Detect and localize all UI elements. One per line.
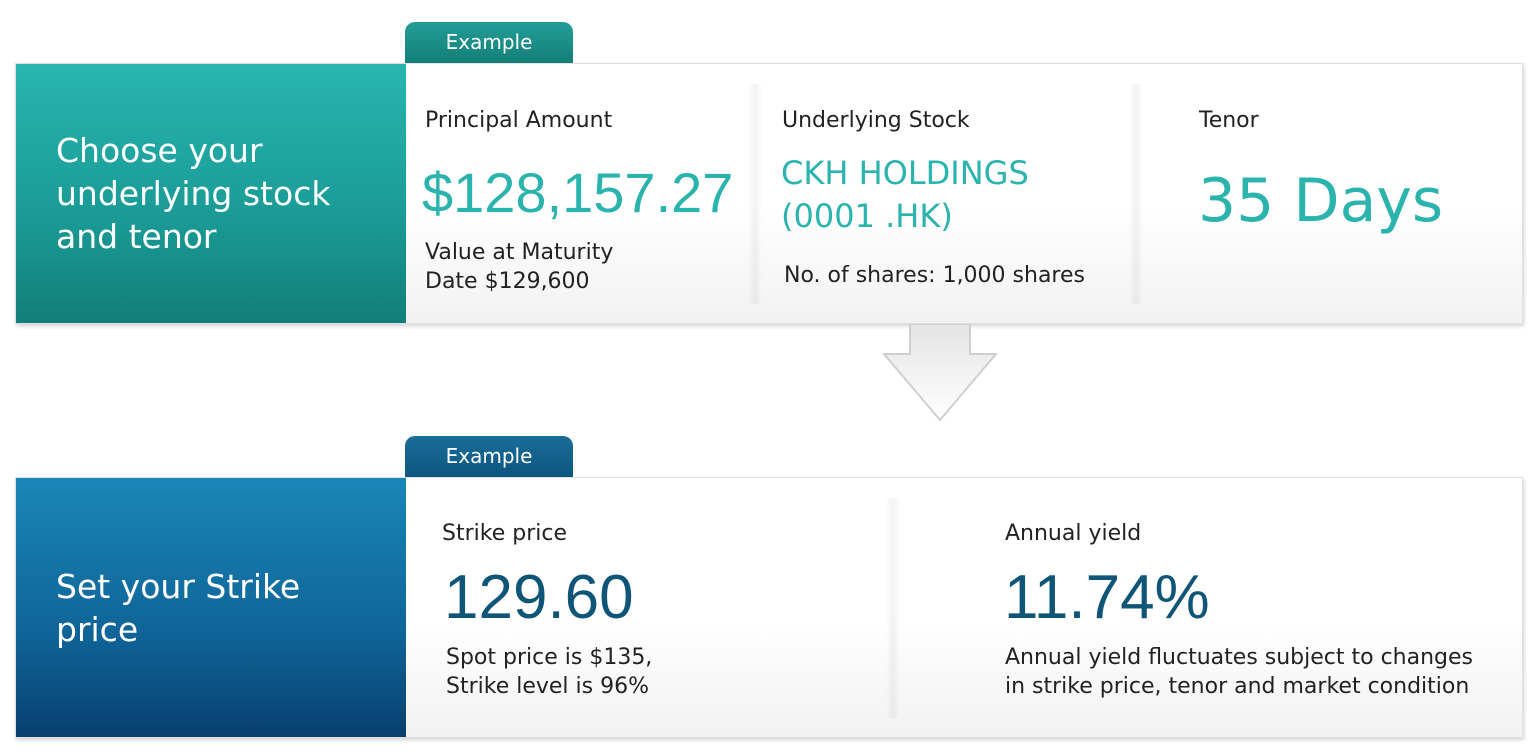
down-arrow-icon: [881, 324, 999, 422]
spot-price-note: Spot price is $135, Strike level is 96%: [446, 643, 652, 701]
step1-heading-panel: Choose your underlying stock and tenor: [16, 64, 406, 323]
yield-note: Annual yield fluctuates subject to chang…: [1005, 643, 1473, 701]
shares-note: No. of shares: 1,000 shares: [784, 263, 1085, 288]
step1-card: Choose your underlying stock and tenor P…: [15, 63, 1523, 324]
column-divider: [886, 498, 900, 718]
step2-heading-line: price: [56, 609, 139, 649]
step2-heading: Set your Strike price: [56, 565, 300, 651]
spot-note-line: Spot price is $135,: [446, 645, 653, 670]
tenor-label: Tenor: [1199, 108, 1259, 133]
tenor-value: 35 Days: [1198, 166, 1444, 236]
step1-heading-line: underlying stock: [56, 174, 331, 213]
maturity-value-note: Value at Maturity Date $129,600: [425, 238, 613, 296]
principal-amount-label: Principal Amount: [425, 108, 613, 133]
annual-yield-value: 11.74%: [1004, 563, 1210, 632]
step1-heading: Choose your underlying stock and tenor: [56, 129, 330, 258]
step1-heading-line: Choose your: [56, 131, 263, 170]
step2-heading-panel: Set your Strike price: [16, 478, 406, 737]
maturity-note-line: Date $129,600: [425, 269, 590, 294]
yield-note-line: Annual yield fluctuates subject to chang…: [1005, 645, 1474, 670]
example-tab-label: Example: [445, 444, 533, 468]
example-tab-step2: Example: [405, 436, 573, 478]
column-divider: [1129, 84, 1143, 304]
stock-name-line: CKH HOLDINGS: [781, 154, 1029, 192]
step1-details-panel: Principal Amount $128,157.27 Value at Ma…: [406, 64, 1522, 323]
example-tab-step1: Example: [405, 22, 573, 64]
principal-amount-value: $128,157.27: [422, 161, 734, 224]
step2-details-panel: Strike price 129.60 Spot price is $135, …: [406, 478, 1522, 737]
yield-note-line: in strike price, tenor and market condit…: [1005, 674, 1470, 699]
strike-price-value: 129.60: [444, 563, 634, 632]
column-divider: [748, 84, 762, 304]
spot-note-line: Strike level is 96%: [446, 674, 650, 699]
maturity-note-line: Value at Maturity: [425, 240, 614, 265]
annual-yield-label: Annual yield: [1005, 521, 1142, 546]
underlying-stock-label: Underlying Stock: [782, 108, 970, 133]
step2-heading-line: Set your Strike: [56, 566, 301, 606]
example-tab-label: Example: [445, 30, 533, 54]
underlying-stock-value: CKH HOLDINGS (0001 .HK): [781, 152, 1029, 238]
strike-price-label: Strike price: [442, 521, 567, 546]
stock-name-line: (0001 .HK): [781, 197, 953, 235]
step1-heading-line: and tenor: [56, 217, 217, 256]
step2-card: Set your Strike price Strike price 129.6…: [15, 477, 1523, 738]
